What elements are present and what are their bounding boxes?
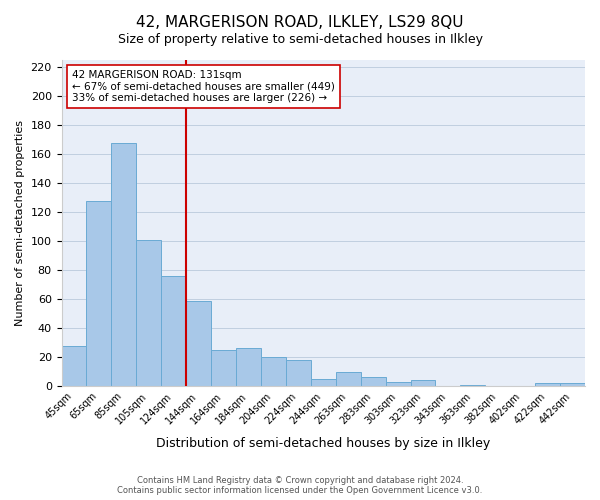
Bar xyxy=(311,379,336,386)
Text: 42 MARGERISON ROAD: 131sqm
← 67% of semi-detached houses are smaller (449)
33% o: 42 MARGERISON ROAD: 131sqm ← 67% of semi… xyxy=(72,70,335,103)
Bar xyxy=(535,383,560,386)
Bar xyxy=(112,142,136,386)
Text: 42, MARGERISON ROAD, ILKLEY, LS29 8QU: 42, MARGERISON ROAD, ILKLEY, LS29 8QU xyxy=(136,15,464,30)
Text: Size of property relative to semi-detached houses in Ilkley: Size of property relative to semi-detach… xyxy=(118,32,482,46)
Bar xyxy=(86,200,112,386)
Bar xyxy=(460,384,485,386)
Bar xyxy=(186,300,211,386)
Bar xyxy=(386,382,410,386)
Text: Contains HM Land Registry data © Crown copyright and database right 2024.
Contai: Contains HM Land Registry data © Crown c… xyxy=(118,476,482,495)
Bar xyxy=(211,350,236,386)
Bar xyxy=(161,276,186,386)
Bar xyxy=(286,360,311,386)
Bar xyxy=(62,346,86,386)
Bar xyxy=(236,348,261,386)
Bar xyxy=(336,372,361,386)
Bar xyxy=(136,240,161,386)
Bar xyxy=(261,357,286,386)
Bar xyxy=(410,380,436,386)
Bar xyxy=(560,383,585,386)
Bar xyxy=(361,378,386,386)
X-axis label: Distribution of semi-detached houses by size in Ilkley: Distribution of semi-detached houses by … xyxy=(156,437,490,450)
Y-axis label: Number of semi-detached properties: Number of semi-detached properties xyxy=(15,120,25,326)
